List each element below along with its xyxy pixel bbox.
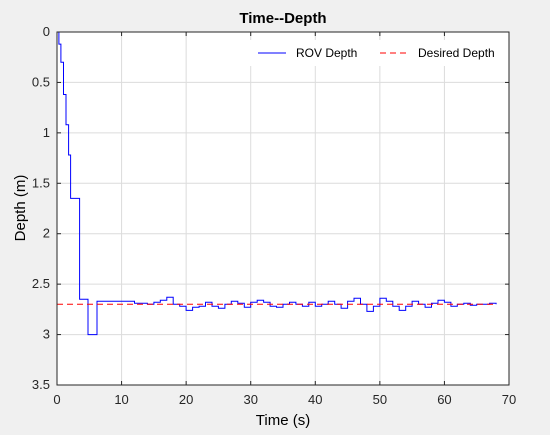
x-tick-label: 30: [243, 392, 257, 407]
chart-title: Time--Depth: [239, 10, 326, 27]
y-tick-label: 1.5: [32, 175, 50, 190]
x-tick-label: 40: [308, 392, 322, 407]
legend-box: [250, 40, 503, 66]
x-tick-label: 70: [502, 392, 516, 407]
y-tick-label: 3: [43, 327, 50, 342]
x-tick-label: 20: [179, 392, 193, 407]
plot-frame: [56, 31, 510, 386]
y-axis-label: Depth (m): [12, 175, 29, 242]
legend-label-desired-depth: Desired Depth: [418, 46, 495, 60]
series-line-rov-depth: [57, 31, 497, 336]
y-tick-label: 0.5: [32, 74, 50, 89]
y-tick-label: 2: [43, 226, 50, 241]
y-tick-label: 3.5: [32, 377, 50, 392]
x-tick-label: 60: [437, 392, 451, 407]
y-tick-label: 0: [43, 24, 50, 39]
tick-labels: 0 10 20 30 40 50 60 70 0 0.5 1 1.5 2 2.5 3 3.5: [32, 24, 516, 407]
y-tick-label: 1: [43, 125, 50, 140]
data-lines: [57, 31, 497, 336]
legend: ROV Depth Desired Depth: [250, 40, 503, 66]
legend-label-rov-depth: ROV Depth: [296, 46, 357, 60]
x-tick-label: 10: [114, 392, 128, 407]
ticks: [56, 31, 510, 386]
y-tick-label: 2.5: [32, 276, 50, 291]
plot-area: [57, 32, 509, 385]
x-tick-label: 0: [53, 392, 60, 407]
x-axis-label: Time (s): [256, 412, 310, 429]
x-tick-label: 50: [373, 392, 387, 407]
grid: [57, 32, 509, 385]
